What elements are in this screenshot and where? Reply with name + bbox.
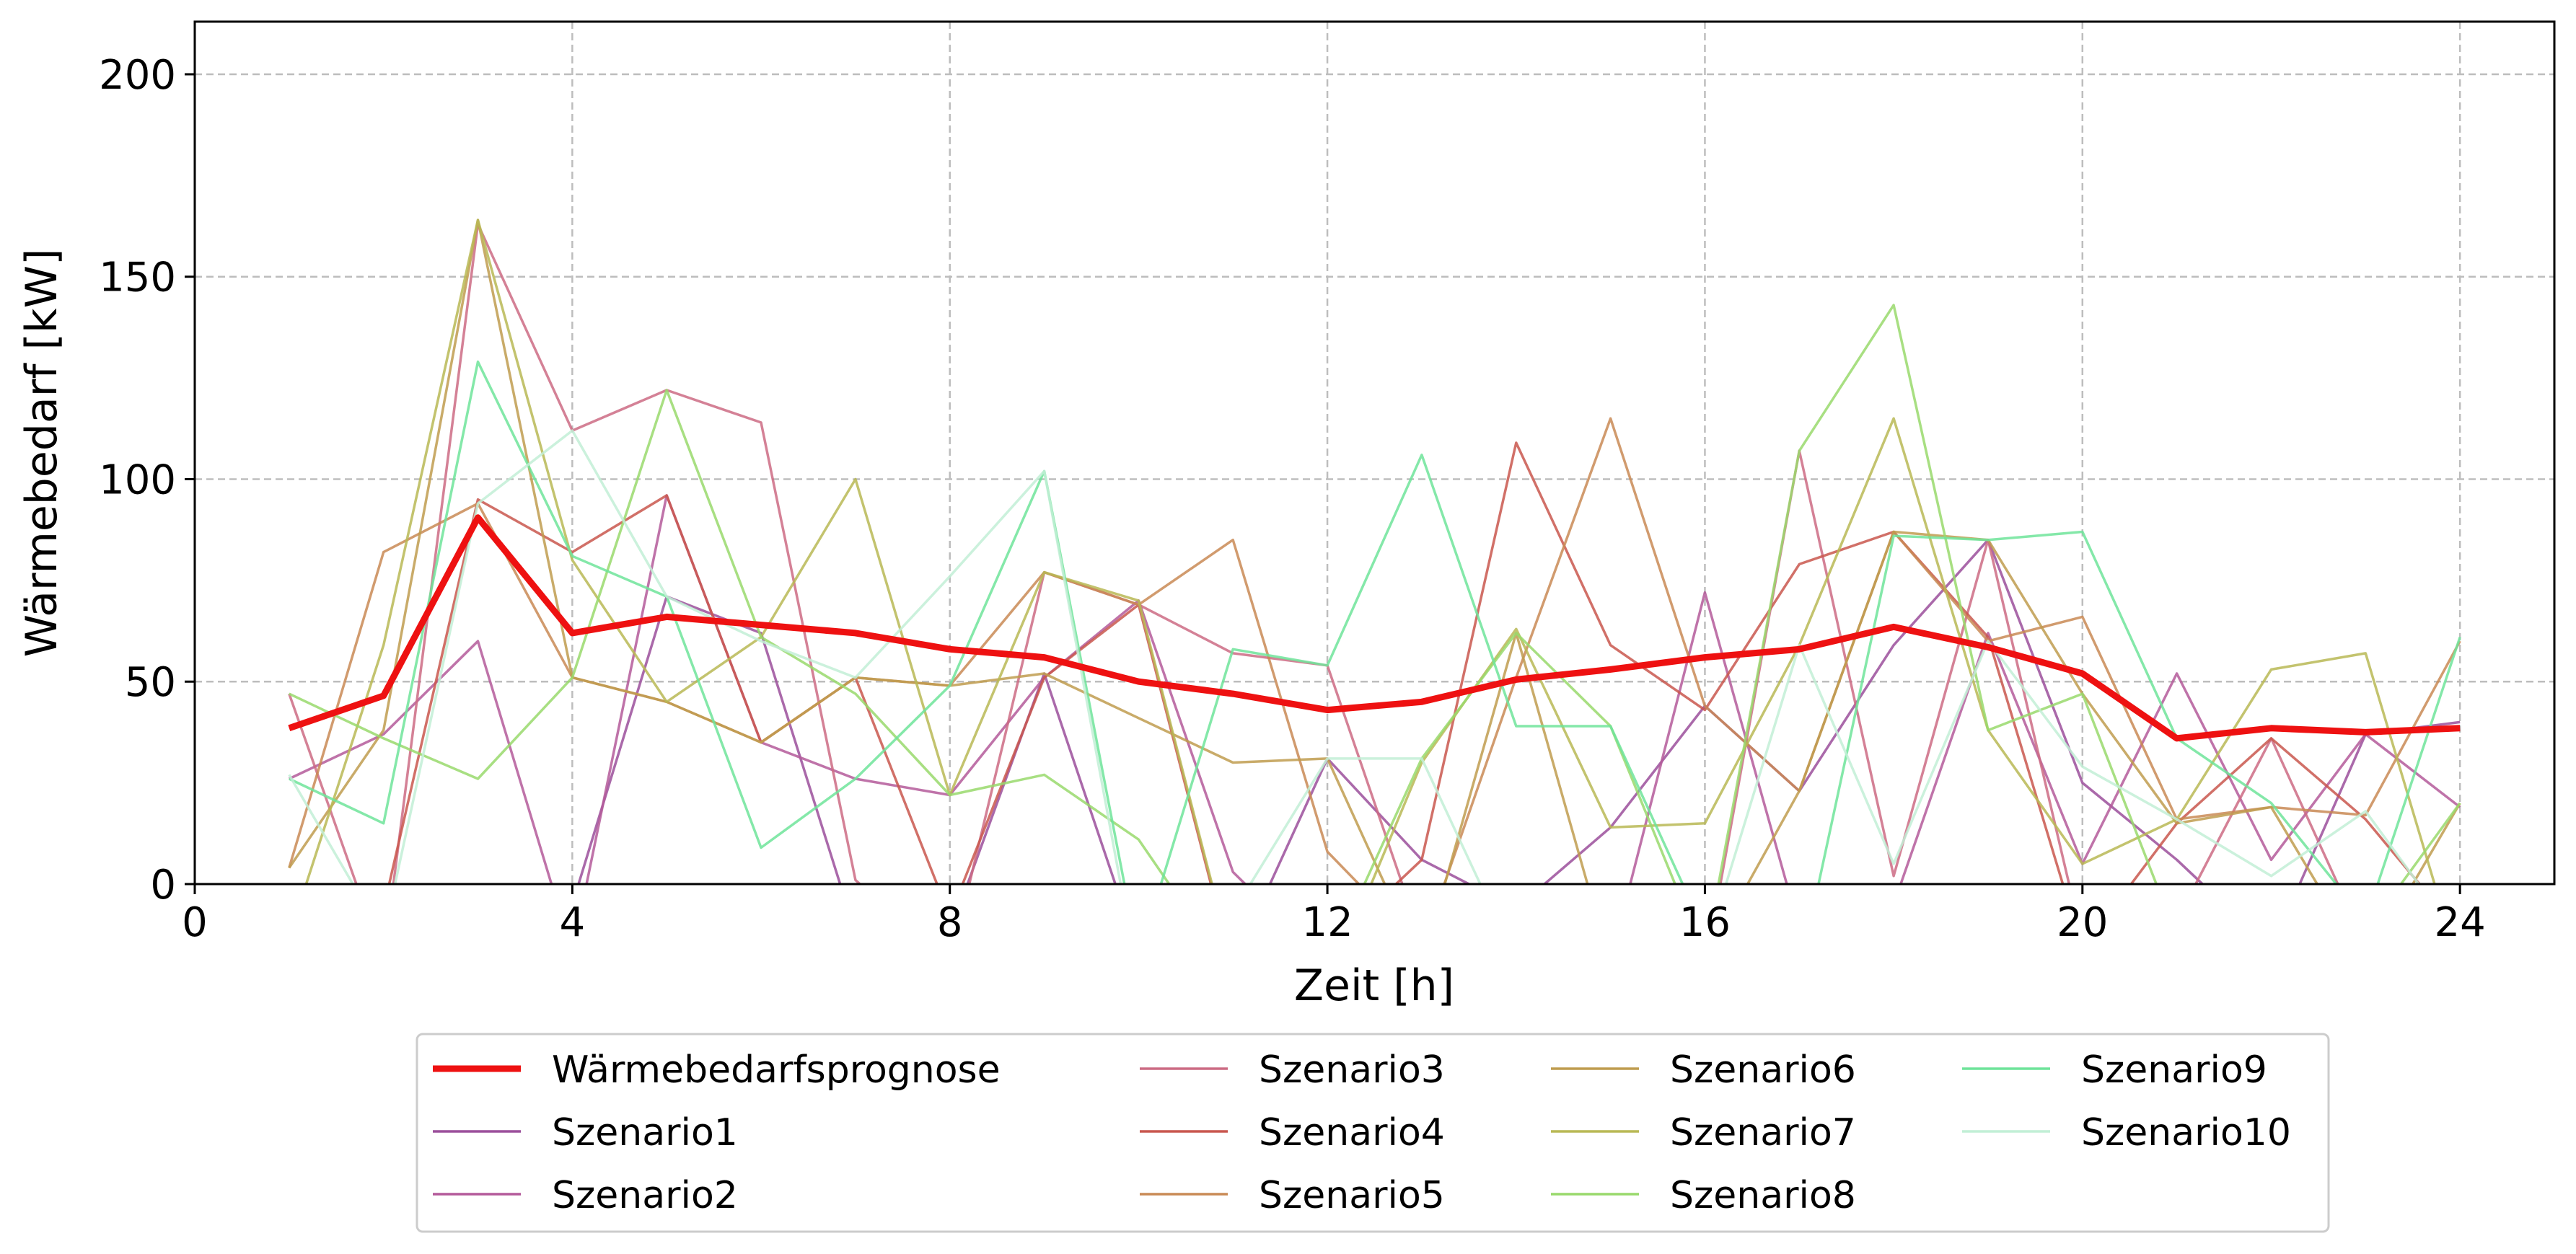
x-axis-label: Zeit [h] <box>1294 961 1454 1011</box>
legend-label: Szenario7 <box>1670 1111 1856 1154</box>
y-tick-label: 150 <box>99 255 176 301</box>
plot-frame <box>193 20 2556 886</box>
y-axis-label: Wärmebedarf [kW] <box>17 249 67 658</box>
legend-label: Szenario10 <box>2081 1111 2291 1154</box>
series-line-szenario8 <box>289 304 2461 884</box>
x-tick-label: 8 <box>937 899 963 946</box>
series-line-szenario10 <box>288 429 2421 884</box>
legend-label: Szenario4 <box>1259 1111 1445 1154</box>
y-tick-label: 200 <box>99 52 176 99</box>
y-tick-label: 0 <box>150 862 176 909</box>
y-tick-label: 100 <box>99 456 176 503</box>
series-line-wärmebedarfsprognose <box>288 514 2461 742</box>
series-line-szenario6 <box>288 218 2461 884</box>
series-line-szenario4 <box>387 441 2422 884</box>
y-tick-label: 50 <box>125 659 176 706</box>
x-tick-label: 0 <box>182 899 208 946</box>
x-tick-label: 4 <box>560 899 586 946</box>
x-tick-label: 12 <box>1301 899 1353 946</box>
series-line-szenario2 <box>289 494 2461 884</box>
legend-frame <box>416 1033 2330 1233</box>
x-tick-label: 24 <box>2435 899 2486 946</box>
legend-label: Szenario2 <box>552 1174 738 1217</box>
series-line-szenario5 <box>288 417 2461 884</box>
series-line-szenario3 <box>288 223 2339 884</box>
legend-label: Wärmebedarfsprognose <box>552 1048 1001 1092</box>
series-line-szenario7 <box>304 218 2436 884</box>
x-tick-label: 20 <box>2057 899 2108 946</box>
legend-label: Szenario1 <box>552 1111 738 1154</box>
legend-label: Szenario5 <box>1259 1174 1445 1217</box>
series-line-szenario9 <box>289 360 2461 884</box>
x-tick-label: 16 <box>1679 899 1731 946</box>
ticks: 0 4 8 12 16 20 24 0 50 100 150 200 <box>99 52 2486 946</box>
legend-label: Szenario9 <box>2081 1048 2267 1092</box>
legend-label: Szenario6 <box>1670 1048 1856 1092</box>
legend-label: Szenario3 <box>1259 1048 1445 1092</box>
series-group <box>288 218 2461 884</box>
legend: Wärmebedarfsprognose Szenario1 Szenario2 Sz… <box>416 1033 2330 1233</box>
legend-label: Szenario8 <box>1670 1174 1856 1217</box>
series-line-szenario1 <box>577 538 2461 884</box>
grid <box>193 22 2554 884</box>
